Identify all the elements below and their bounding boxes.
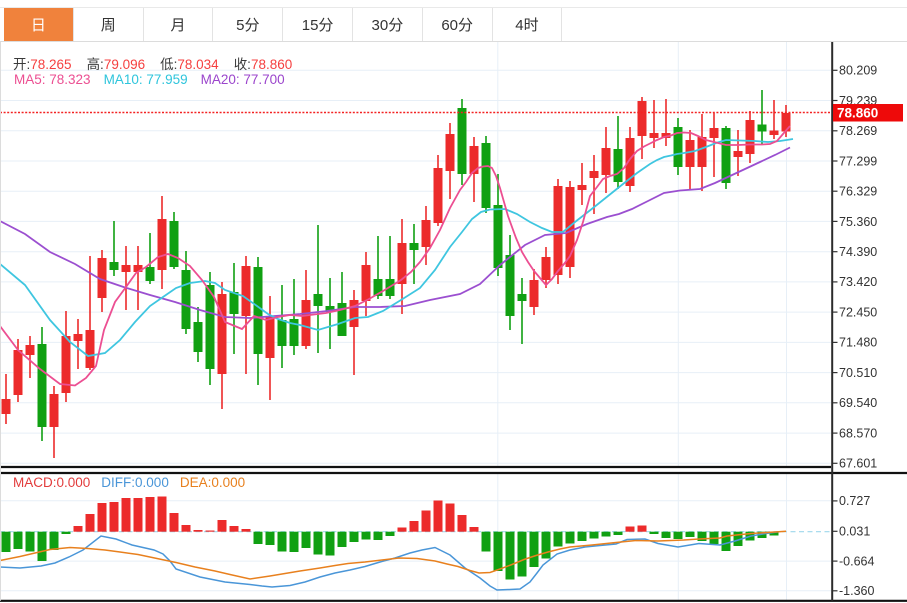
svg-text:67.601: 67.601 — [839, 457, 877, 471]
svg-text:0.727: 0.727 — [839, 494, 870, 508]
svg-text:-0.664: -0.664 — [839, 554, 874, 568]
svg-text:76.329: 76.329 — [839, 185, 877, 199]
svg-text:68.570: 68.570 — [839, 426, 877, 440]
svg-text:-1.360: -1.360 — [839, 584, 874, 598]
svg-text:73.420: 73.420 — [839, 275, 877, 289]
svg-text:70.510: 70.510 — [839, 366, 877, 380]
svg-text:78.269: 78.269 — [839, 124, 877, 138]
svg-text:78.860: 78.860 — [837, 106, 878, 121]
svg-text:77.299: 77.299 — [839, 154, 877, 168]
svg-text:71.480: 71.480 — [839, 336, 877, 350]
svg-text:72.450: 72.450 — [839, 305, 877, 319]
svg-text:80.209: 80.209 — [839, 64, 877, 78]
svg-text:74.390: 74.390 — [839, 245, 877, 259]
svg-text:69.540: 69.540 — [839, 396, 877, 410]
svg-text:75.360: 75.360 — [839, 215, 877, 229]
svg-text:0.031: 0.031 — [839, 525, 870, 539]
